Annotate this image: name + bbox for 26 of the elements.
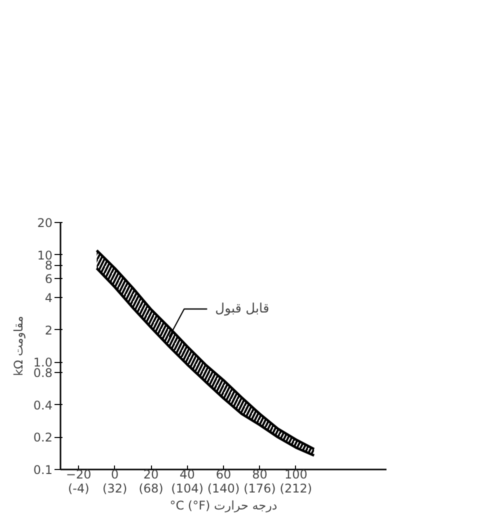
- text: قابل قبول: [215, 302, 270, 317]
- x-tick-label: 60: [216, 468, 232, 482]
- x2-tick-label: (104): [171, 482, 204, 496]
- x-tick-label: 100: [284, 468, 308, 482]
- y-tick-label: 4: [44, 291, 53, 306]
- x2-tick-label: (140): [207, 482, 240, 496]
- x2-tick-label: (32): [102, 482, 128, 496]
- x2-tick-label: (-4): [68, 482, 90, 496]
- x-tick-label: 0: [111, 468, 119, 482]
- y-axis-title: kΩ مقاومت: [11, 316, 26, 376]
- y-tick-label: 2: [44, 323, 53, 338]
- x2-tick-label: (176): [244, 482, 276, 496]
- y-tick-label: 0.2: [33, 430, 53, 445]
- y-tick-label: 20: [37, 216, 53, 230]
- y-tick-label: 6: [44, 272, 53, 286]
- x2-tick-label: (212): [280, 482, 312, 496]
- y-tick-label: 0.1: [33, 463, 53, 477]
- x-tick-label: −20: [66, 468, 92, 482]
- y-tick-label: 0.4: [33, 398, 53, 412]
- x-tick-label: 80: [252, 468, 268, 482]
- y-tick-label: 8: [44, 258, 53, 273]
- x-axis-title: °C (°F) درجه حرارت: [170, 498, 278, 512]
- x2-tick-label: (68): [138, 482, 164, 496]
- x-tick-label: 40: [180, 468, 195, 482]
- x-tick-label: 20: [143, 468, 159, 482]
- y-tick-label: 0.8: [33, 366, 53, 380]
